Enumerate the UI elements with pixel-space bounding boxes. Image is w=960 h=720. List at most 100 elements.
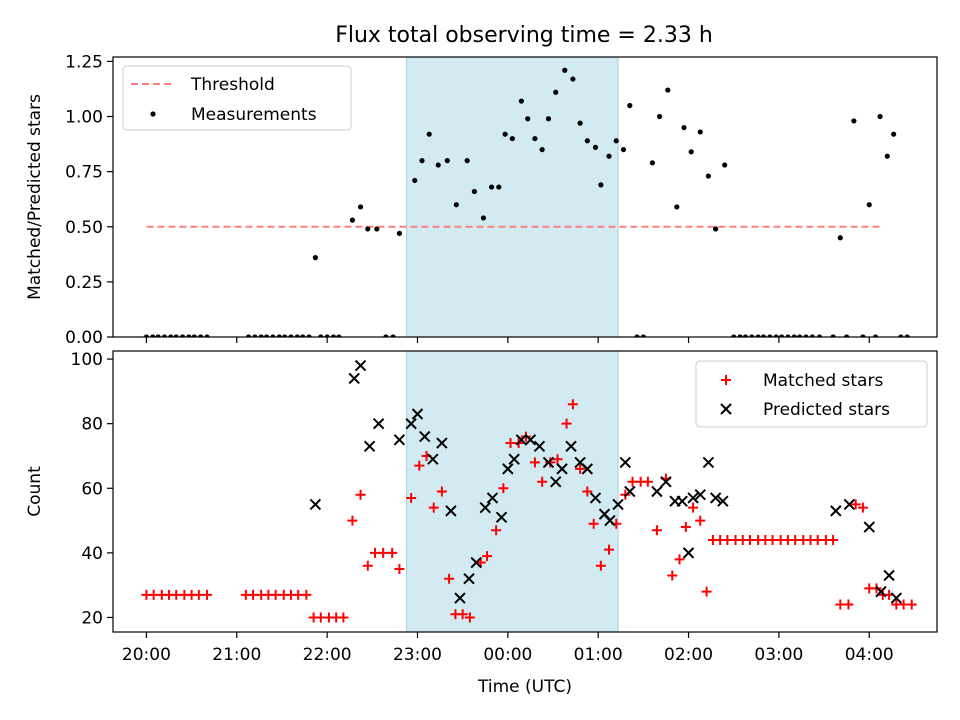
matched-stars-point [529,457,540,468]
measurement-point [502,131,508,137]
measurement-point [480,215,487,221]
matched-stars-point [545,457,556,468]
matched-stars-point [701,586,712,597]
measurement-point [357,204,364,210]
matched-stars-point [387,547,398,558]
measurement-point [860,334,866,337]
measurement-point [837,235,843,241]
measurement-point [270,334,276,337]
legend-measurements-swatch [150,111,156,117]
matched-stars-point [595,560,606,571]
predicted-stars-point [709,492,722,504]
measurement-point [737,334,743,337]
measurement-point [731,334,737,337]
predicted-stars-point [445,505,457,517]
measurement-point [435,162,441,168]
measurement-point [688,149,694,155]
measurement-point [464,158,470,164]
measurement-point [545,116,552,122]
measurement-point [374,226,380,232]
measurement-point [722,162,728,168]
measurement-point [509,135,515,142]
matched-stars-point [651,525,662,536]
bottom-panel: 20 40 60 80 100 20:00 21:00 22:00 23:00 00:00 01:0… [25,350,938,697]
measurement-point [592,144,599,150]
measurement-point [606,153,612,159]
predicted-stars-point [515,434,528,446]
predicted-stars-point [411,408,424,420]
matched-stars-point [362,560,373,571]
matched-stars-point [444,573,455,584]
top-ytick-label: 1.25 [65,52,103,72]
xtick-label: 02:00 [664,645,713,665]
predicted-stars-point [687,492,699,504]
matched-stars-point [843,599,854,610]
predicted-stars-point [581,463,594,475]
measurement-point [245,334,252,337]
xtick-label: 04:00 [845,645,894,665]
measurement-point [742,334,749,337]
matched-stars-point [695,515,706,526]
predicted-stars-point [427,453,439,465]
measurement-point [426,131,432,137]
bottom-legend: Matched stars Predicted stars [695,360,928,428]
legend-measurements-label: Measurements [191,105,317,125]
predicted-stars-point [682,547,695,559]
matched-stars-point [604,544,615,555]
measurement-point [412,177,418,184]
xtick-label: 21:00 [212,645,261,665]
measurement-point [755,334,761,337]
predicted-stars-point [843,498,856,511]
matched-stars-point [301,589,312,600]
measurement-point [713,226,719,232]
measurement-point [419,158,425,164]
legend-box [122,65,352,131]
predicted-stars-point [405,417,417,430]
matched-stars-point [428,502,439,513]
matched-stars-point [355,489,366,500]
measurement-point [598,182,604,188]
measurement-point [471,188,478,195]
top-ytick-label: 0.50 [65,218,103,238]
measurement-point [396,230,403,236]
predicted-stars-point [612,498,624,511]
measurement-point [488,184,495,190]
matched-stars-point [406,492,417,503]
measurement-point [173,334,179,337]
measurement-point [294,334,300,337]
predicted-stars-point [463,572,475,585]
predicted-stars-point [565,440,577,452]
measurement-point [155,334,161,337]
measurement-point [365,226,371,232]
matched-stars-point [688,502,699,513]
measurement-point [785,334,791,337]
measurement-point [898,334,904,337]
measurement-point [816,334,823,337]
measurement-point [620,146,627,153]
measurement-point [584,138,590,144]
legend-matched-label: Matched stars [763,371,883,391]
matched-stars-point [674,554,685,565]
matched-stars-point [561,418,572,429]
measurement-point [872,334,879,337]
measurement-point [891,131,897,137]
predicted-stars-point [454,592,466,604]
predicted-stars-point [486,492,499,504]
measurement-point [877,113,883,120]
predicted-stars-point [348,372,360,385]
predicted-stars-point [589,492,602,504]
matched-stars-point [575,463,586,474]
measurement-point [518,98,524,104]
bottom-ytick-label: 80 [81,415,103,435]
predicted-stars-point [419,430,431,443]
matched-stars-point [567,399,578,410]
predicted-stars-point [830,505,842,517]
measurement-point [444,158,450,164]
matched-stars-point [667,570,678,581]
measurement-point [349,217,356,223]
predicted-stars-point [556,463,568,475]
measurement-point [453,202,459,208]
measurement-point [282,334,288,337]
measurement-point [179,334,186,337]
measurement-point [674,204,680,210]
